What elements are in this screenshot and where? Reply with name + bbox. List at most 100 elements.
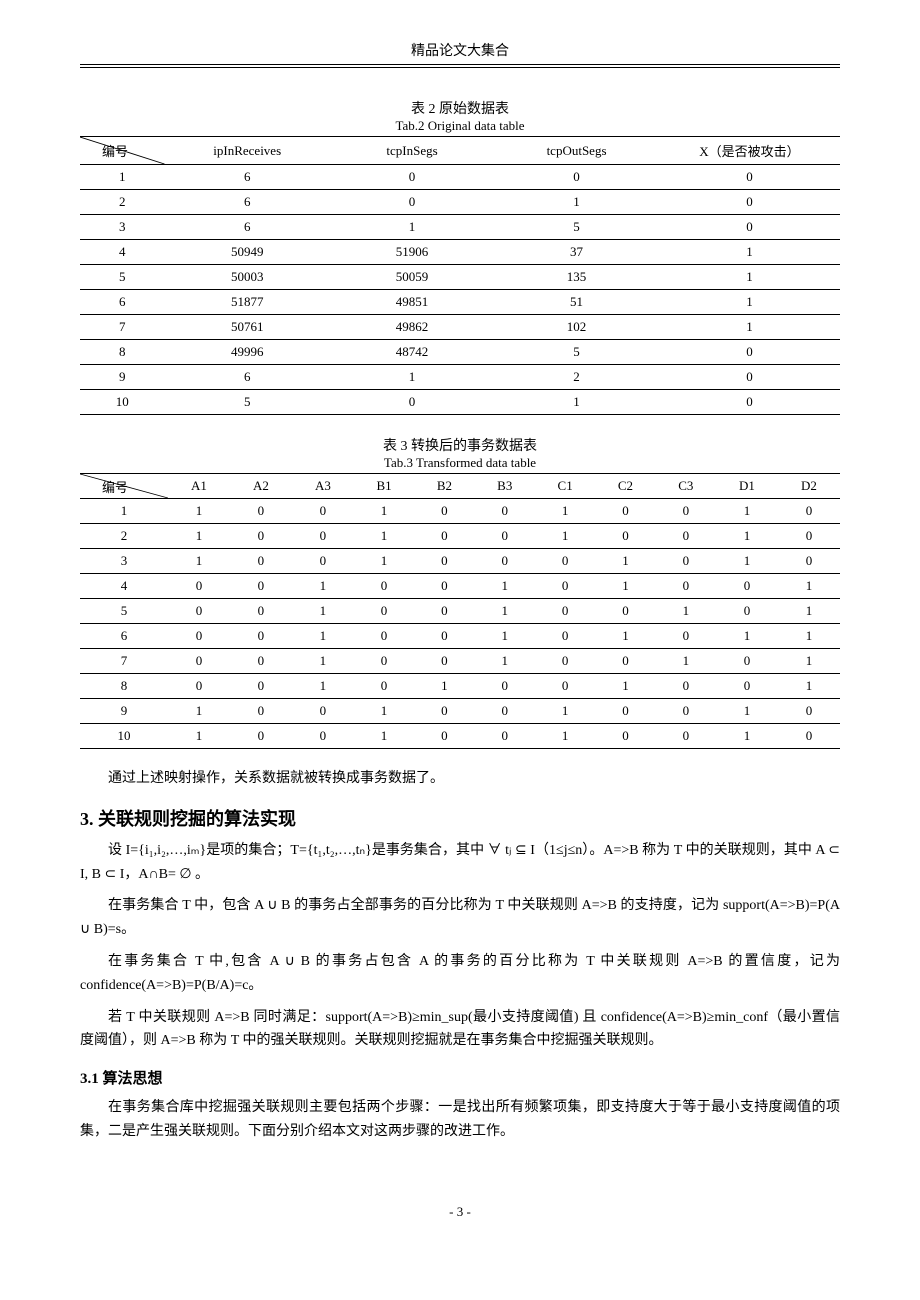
table-cell: 0 xyxy=(778,724,840,749)
table-cell: 0 xyxy=(330,190,494,215)
table-cell: 1 xyxy=(292,574,354,599)
table-cell: 0 xyxy=(716,674,778,699)
table-cell: 0 xyxy=(230,674,292,699)
table-cell: 48742 xyxy=(330,340,494,365)
table-cell: 51877 xyxy=(165,290,330,315)
table-cell: 0 xyxy=(168,574,230,599)
table-cell: 0 xyxy=(475,699,535,724)
table-corner-cell: 编号 xyxy=(80,474,168,499)
table-cell: 1 xyxy=(168,724,230,749)
table-cell: 0 xyxy=(230,724,292,749)
table-cell: 6 xyxy=(80,624,168,649)
table-row: 36150 xyxy=(80,215,840,240)
table-cell: 0 xyxy=(475,724,535,749)
table-cell: 0 xyxy=(168,624,230,649)
table-cell: 0 xyxy=(230,499,292,524)
table-cell: 0 xyxy=(230,649,292,674)
table-cell: 0 xyxy=(330,165,494,190)
table-cell: 0 xyxy=(230,524,292,549)
table-cell: 1 xyxy=(535,499,595,524)
table-cell: 0 xyxy=(535,549,595,574)
table-row: 700100100101 xyxy=(80,649,840,674)
table-cell: 49996 xyxy=(165,340,330,365)
table-cell: 1 xyxy=(595,549,655,574)
table-row: 210010010010 xyxy=(80,524,840,549)
table-cell: 51 xyxy=(494,290,659,315)
table-row: 600100101011 xyxy=(80,624,840,649)
table-cell: 0 xyxy=(778,549,840,574)
table-cell: 0 xyxy=(414,549,474,574)
table-cell: 1 xyxy=(414,674,474,699)
table-header-cell: tcpOutSegs xyxy=(494,137,659,165)
table-cell: 0 xyxy=(414,499,474,524)
table-cell: 0 xyxy=(535,649,595,674)
table-row: 550003500591351 xyxy=(80,265,840,290)
table-row: 400100101001 xyxy=(80,574,840,599)
table-cell: 1 xyxy=(292,674,354,699)
table-cell: 1 xyxy=(659,290,840,315)
table-cell: 1 xyxy=(656,649,716,674)
table-cell: 0 xyxy=(595,499,655,524)
table-cell: 0 xyxy=(414,699,474,724)
table-cell: 0 xyxy=(716,649,778,674)
table-cell: 0 xyxy=(330,390,494,415)
table-cell: 3 xyxy=(80,549,168,574)
table-cell: 5 xyxy=(494,215,659,240)
table-cell: 1 xyxy=(778,599,840,624)
table-cell: 1 xyxy=(535,524,595,549)
table-cell: 0 xyxy=(656,674,716,699)
paragraph-2: 设 I={i₁,i₂,…,iₘ}是项的集合；T={t₁,t₂,…,tₙ}是事务集… xyxy=(80,839,840,887)
table-cell: 0 xyxy=(595,524,655,549)
table-cell: 1 xyxy=(778,649,840,674)
table-cell: 7 xyxy=(80,649,168,674)
table-cell: 102 xyxy=(494,315,659,340)
table-cell: 0 xyxy=(414,524,474,549)
table-cell: 6 xyxy=(165,165,330,190)
table-cell: 0 xyxy=(656,574,716,599)
table-cell: 0 xyxy=(656,699,716,724)
table-cell: 0 xyxy=(414,574,474,599)
table-cell: 1 xyxy=(354,724,414,749)
table-cell: 37 xyxy=(494,240,659,265)
table-cell: 0 xyxy=(292,549,354,574)
table-cell: 0 xyxy=(354,574,414,599)
table-cell: 0 xyxy=(716,599,778,624)
table-cell: 0 xyxy=(535,574,595,599)
table-cell: 1 xyxy=(716,499,778,524)
table-cell: 0 xyxy=(230,574,292,599)
table-row: 96120 xyxy=(80,365,840,390)
table-header-cell: B2 xyxy=(414,474,474,499)
table-cell: 0 xyxy=(659,165,840,190)
table-cell: 5 xyxy=(80,265,165,290)
table-cell: 9 xyxy=(80,365,165,390)
table-cell: 1 xyxy=(595,574,655,599)
table-cell: 0 xyxy=(168,599,230,624)
table-cell: 0 xyxy=(659,340,840,365)
table-cell: 51906 xyxy=(330,240,494,265)
table-header-cell: A1 xyxy=(168,474,230,499)
table-cell: 1 xyxy=(168,499,230,524)
table-cell: 1 xyxy=(475,624,535,649)
table-cell: 0 xyxy=(354,674,414,699)
table-cell: 1 xyxy=(168,549,230,574)
table-cell: 0 xyxy=(656,724,716,749)
table-cell: 1 xyxy=(535,699,595,724)
table-row: 910010010010 xyxy=(80,699,840,724)
table-cell: 6 xyxy=(165,215,330,240)
table-cell: 0 xyxy=(535,624,595,649)
table-cell: 1 xyxy=(168,699,230,724)
table-row: 110010010010 xyxy=(80,499,840,524)
table-cell: 1 xyxy=(716,624,778,649)
table2-caption-cn: 表 2 原始数据表 xyxy=(80,98,840,118)
table-cell: 0 xyxy=(414,649,474,674)
table-cell: 6 xyxy=(80,290,165,315)
table-cell: 4 xyxy=(80,574,168,599)
table-header-cell: D1 xyxy=(716,474,778,499)
table-cell: 9 xyxy=(80,699,168,724)
table-cell: 2 xyxy=(80,524,168,549)
table-cell: 0 xyxy=(354,599,414,624)
table-row: 65187749851511 xyxy=(80,290,840,315)
table-cell: 1 xyxy=(330,365,494,390)
table-cell: 0 xyxy=(414,724,474,749)
table-cell: 1 xyxy=(595,674,655,699)
